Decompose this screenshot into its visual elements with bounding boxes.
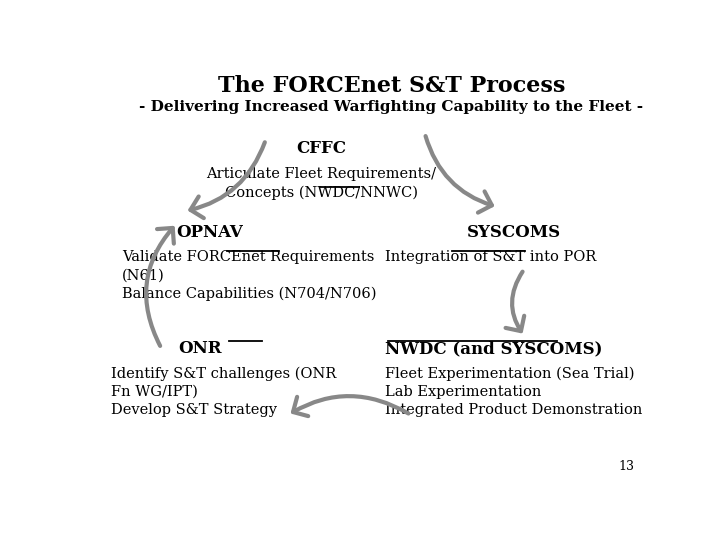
Text: Integration of S&T into POR: Integration of S&T into POR	[384, 250, 596, 264]
Text: - Delivering Increased Warfighting Capability to the Fleet -: - Delivering Increased Warfighting Capab…	[139, 100, 644, 114]
Text: OPNAV: OPNAV	[176, 224, 243, 241]
FancyArrowPatch shape	[505, 272, 524, 331]
FancyArrowPatch shape	[146, 228, 174, 346]
Text: NWDC (and SYSCOMS): NWDC (and SYSCOMS)	[384, 340, 602, 357]
Text: Validate FORCEnet Requirements
(N61)
Balance Capabilities (N704/N706): Validate FORCEnet Requirements (N61) Bal…	[122, 250, 377, 301]
Text: SYSCOMS: SYSCOMS	[467, 224, 561, 241]
FancyArrowPatch shape	[293, 396, 408, 416]
FancyArrowPatch shape	[426, 136, 492, 213]
Text: ONR: ONR	[179, 340, 222, 357]
Text: The FORCEnet S&T Process: The FORCEnet S&T Process	[217, 76, 565, 97]
Text: CFFC: CFFC	[297, 140, 346, 157]
Text: 13: 13	[618, 460, 634, 473]
FancyArrowPatch shape	[190, 142, 265, 218]
Text: Fleet Experimentation (Sea Trial)
Lab Experimentation
Integrated Product Demonst: Fleet Experimentation (Sea Trial) Lab Ex…	[384, 366, 642, 417]
Text: Identify S&T challenges (ONR
Fn WG/IPT)
Develop S&T Strategy: Identify S&T challenges (ONR Fn WG/IPT) …	[111, 366, 336, 417]
Text: Articulate Fleet Requirements/
Concepts (NWDC/NNWC): Articulate Fleet Requirements/ Concepts …	[207, 167, 436, 200]
